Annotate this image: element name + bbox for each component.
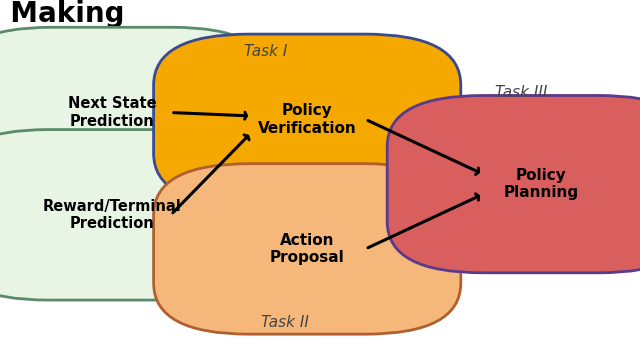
Text: Task III: Task III xyxy=(495,85,548,100)
FancyBboxPatch shape xyxy=(0,130,272,300)
Text: Task I: Task I xyxy=(244,44,287,59)
Text: n Making: n Making xyxy=(0,0,124,28)
Text: Task II: Task II xyxy=(261,315,308,330)
Text: Policy
Planning: Policy Planning xyxy=(503,168,579,201)
Text: Next State
Prediction: Next State Prediction xyxy=(68,96,156,129)
FancyBboxPatch shape xyxy=(0,27,269,198)
FancyBboxPatch shape xyxy=(154,164,461,334)
Text: Policy
Verification: Policy Verification xyxy=(258,103,356,136)
Text: Reward/Terminal
Prediction: Reward/Terminal Prediction xyxy=(43,198,181,231)
FancyBboxPatch shape xyxy=(154,34,461,205)
Text: Action
Proposal: Action Proposal xyxy=(270,233,344,265)
FancyBboxPatch shape xyxy=(387,95,640,273)
